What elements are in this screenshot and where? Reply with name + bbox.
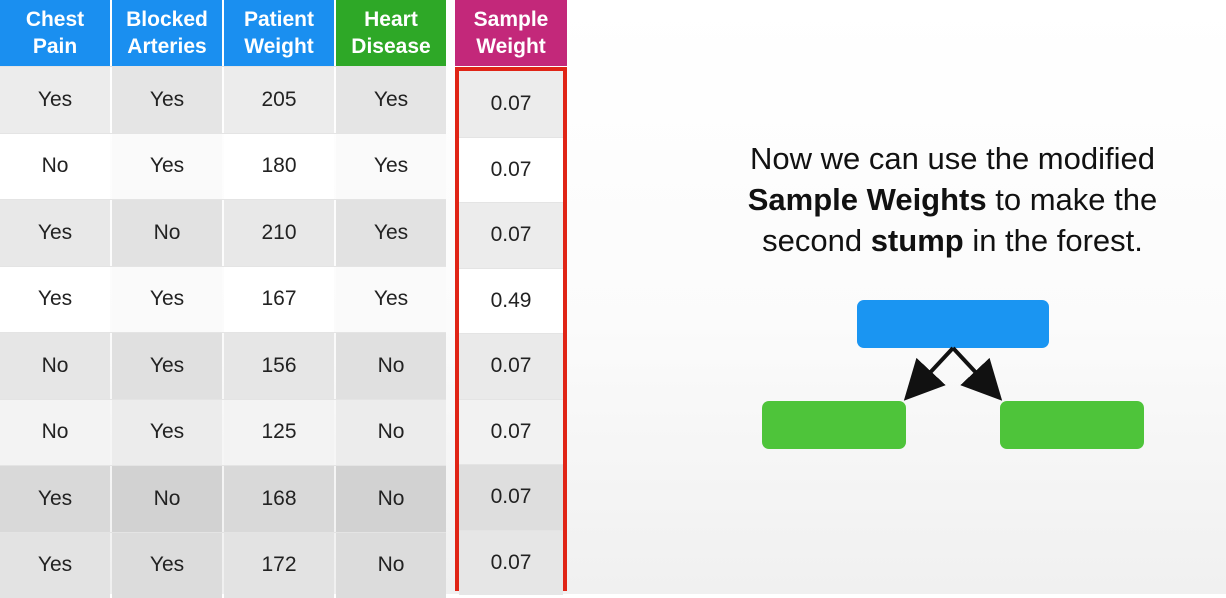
header-line: Pain [33,35,77,58]
header-line: Disease [351,35,430,58]
table-cell: 168 [224,466,334,532]
table-cell: 210 [224,200,334,266]
table-cell: Yes [336,200,446,266]
header-chest-pain: Chest Pain [0,0,110,66]
table-cell: Yes [0,267,110,333]
table-cell: Yes [112,67,222,133]
sample-weight-column: Sample Weight [455,0,567,66]
header-line: Weight [476,35,546,58]
stump-right-leaf-node [1000,401,1144,449]
table-cell: Yes [0,200,110,266]
sample-weight-cell: 0.07 [459,464,563,530]
table-cell: Yes [112,267,222,333]
sample-weight-cell: 0.07 [459,137,563,203]
stump-left-leaf-node [762,401,906,449]
header-line: Sample [474,8,549,31]
table-cell: Yes [0,67,110,133]
explanation-text: Now we can use the modified Sample Weigh… [700,138,1205,261]
sample-weight-cell: 0.49 [459,268,563,334]
table-cell: No [112,200,222,266]
text-part: in the forest. [972,223,1143,258]
table-cell: Yes [336,67,446,133]
table-cell: 205 [224,67,334,133]
table-cell: Yes [336,134,446,200]
table-cell: No [0,333,110,399]
table-cell: Yes [112,333,222,399]
header-patient-weight: Patient Weight [224,0,334,66]
table-cell: 180 [224,134,334,200]
arrow-left [912,348,953,392]
table-cell: Yes [0,533,110,598]
sample-weight-cell: 0.07 [459,71,563,137]
text-part: Now we can use the modified [750,141,1155,176]
header-line: Arteries [127,35,206,58]
header-line: Patient [244,8,314,31]
table-cell: 172 [224,533,334,598]
table-cell: No [336,333,446,399]
header-blocked-arteries: Blocked Arteries [112,0,222,66]
sample-weight-cell: 0.07 [459,530,563,596]
table-cell: No [0,400,110,466]
table-cell: No [336,466,446,532]
table-cell: No [112,466,222,532]
text-bold-stump: stump [871,223,964,258]
sample-weight-cell: 0.07 [459,202,563,268]
table-cell: No [336,533,446,598]
table-cell: No [0,134,110,200]
arrow-right [953,348,994,392]
table-cell: Yes [0,466,110,532]
table-cell: Yes [112,134,222,200]
text-bold-sample-weights: Sample Weights [748,182,987,217]
table-cell: No [336,400,446,466]
sample-weight-cell: 0.07 [459,333,563,399]
table-cell: Yes [112,533,222,598]
table-cell: Yes [336,267,446,333]
sample-weight-cell: 0.07 [459,399,563,465]
stump-root-node [857,300,1049,348]
table-cell: 156 [224,333,334,399]
table-cell: 167 [224,267,334,333]
header-line: Weight [244,35,314,58]
header-sample-weight: Sample Weight [455,0,567,66]
header-heart-disease: Heart Disease [336,0,446,66]
table-cell: Yes [112,400,222,466]
header-line: Blocked [126,8,208,31]
table-cell: 125 [224,400,334,466]
header-line: Chest [26,8,84,31]
header-line: Heart [364,8,418,31]
